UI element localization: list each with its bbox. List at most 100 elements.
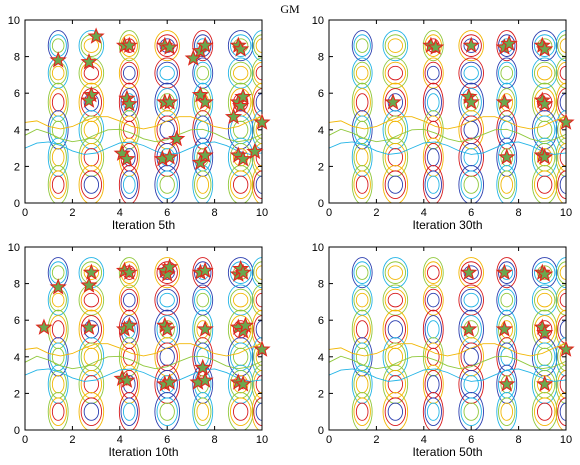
contour-line <box>118 165 140 203</box>
contour-line <box>233 120 249 139</box>
contour-line <box>557 170 566 199</box>
contour-line <box>154 392 180 430</box>
y-tick-label: 2 <box>318 161 324 173</box>
contour-line <box>387 65 404 81</box>
contour-line <box>384 288 407 312</box>
contour-line <box>118 392 140 430</box>
contour-line <box>427 65 440 81</box>
contour-line <box>83 292 100 308</box>
scatter-points <box>35 258 271 392</box>
x-tick-label: 6 <box>164 207 170 219</box>
star-marker <box>232 40 250 57</box>
contour-line <box>500 402 514 421</box>
contour-line <box>233 402 249 421</box>
contour-line <box>355 175 369 194</box>
star-marker <box>536 375 554 392</box>
contour-line <box>557 261 566 284</box>
star-marker <box>384 93 402 110</box>
contour-line <box>534 397 556 426</box>
contour-line <box>51 320 65 339</box>
y-tick-label: 0 <box>14 198 20 210</box>
contour-line <box>118 30 140 62</box>
contour-line <box>555 364 566 404</box>
contour-line <box>557 34 566 57</box>
contour-line <box>555 257 566 289</box>
star-marker <box>253 340 271 357</box>
contour-line <box>424 261 442 284</box>
y-tick-label: 10 <box>312 242 324 254</box>
contour-line <box>78 392 105 430</box>
contour-line <box>196 65 210 81</box>
contour-line <box>25 128 262 143</box>
contour-line <box>351 30 373 62</box>
contour-line <box>355 93 369 112</box>
contour-line <box>557 288 566 312</box>
y-tick-label: 10 <box>8 242 20 254</box>
contour-line <box>422 165 444 203</box>
star-marker <box>120 263 138 280</box>
x-tick-label: 0 <box>326 434 332 446</box>
contour-line <box>230 61 252 85</box>
contour-line <box>192 392 214 430</box>
contour-line <box>384 170 407 199</box>
contour-line <box>353 288 371 312</box>
contour-line <box>255 38 262 53</box>
contour-line <box>463 175 479 194</box>
star-marker <box>194 358 212 376</box>
contour-line <box>534 288 556 312</box>
y-tick-label: 8 <box>318 279 324 291</box>
contour-line <box>555 57 566 89</box>
contour-line <box>25 343 262 357</box>
star-marker <box>232 96 250 114</box>
x-axis-label: Iteration 10th <box>108 445 178 459</box>
x-tick-label: 6 <box>164 434 170 446</box>
contour-line <box>230 170 252 199</box>
y-tick-label: 4 <box>318 352 324 364</box>
contour-lines <box>329 30 566 203</box>
contour-line <box>51 148 65 167</box>
contour-line <box>51 402 65 421</box>
scatter-points <box>460 263 575 392</box>
star-marker <box>80 318 98 335</box>
contour-line <box>51 38 65 53</box>
contour-line <box>427 320 440 339</box>
contour-line <box>557 397 566 426</box>
contour-line <box>255 265 262 280</box>
contour-line <box>537 292 553 308</box>
contour-line <box>123 65 136 81</box>
contour-line <box>387 375 404 394</box>
star-marker <box>168 129 186 147</box>
x-tick-label: 2 <box>69 434 75 446</box>
contour-line <box>353 397 371 426</box>
contour-line <box>424 288 442 312</box>
contour-line <box>255 320 262 339</box>
star-marker <box>160 38 179 55</box>
contour-line <box>230 34 252 57</box>
y-tick-label: 2 <box>14 161 20 173</box>
contour-line <box>251 165 262 203</box>
contour-line <box>196 292 210 308</box>
contour-line <box>424 397 442 426</box>
contour-line <box>51 375 65 394</box>
contour-line <box>498 288 516 312</box>
axes-frame <box>24 19 263 204</box>
contour-line <box>387 320 404 339</box>
contour-line <box>534 170 556 199</box>
contour-line <box>463 375 479 394</box>
contour-line <box>555 30 566 62</box>
contour-line <box>25 355 262 370</box>
contour-line <box>353 261 371 284</box>
star-marker <box>35 318 53 335</box>
subplot-grid: 0 2 4 6 8 10 0 2 4 6 8 10 Iteration 5th 0 2 4 6 8 10 0 2 4 6 8 1… <box>8 15 575 459</box>
contour-line <box>251 257 262 289</box>
contour-line <box>329 355 566 370</box>
contour-line <box>83 38 100 53</box>
star-marker <box>196 371 214 388</box>
contour-line <box>557 88 566 117</box>
contour-line <box>118 257 140 289</box>
contour-line <box>251 110 262 150</box>
contour-line <box>387 292 404 308</box>
contour-line <box>498 61 516 85</box>
contour-line <box>194 397 212 426</box>
contour-line <box>500 65 514 81</box>
